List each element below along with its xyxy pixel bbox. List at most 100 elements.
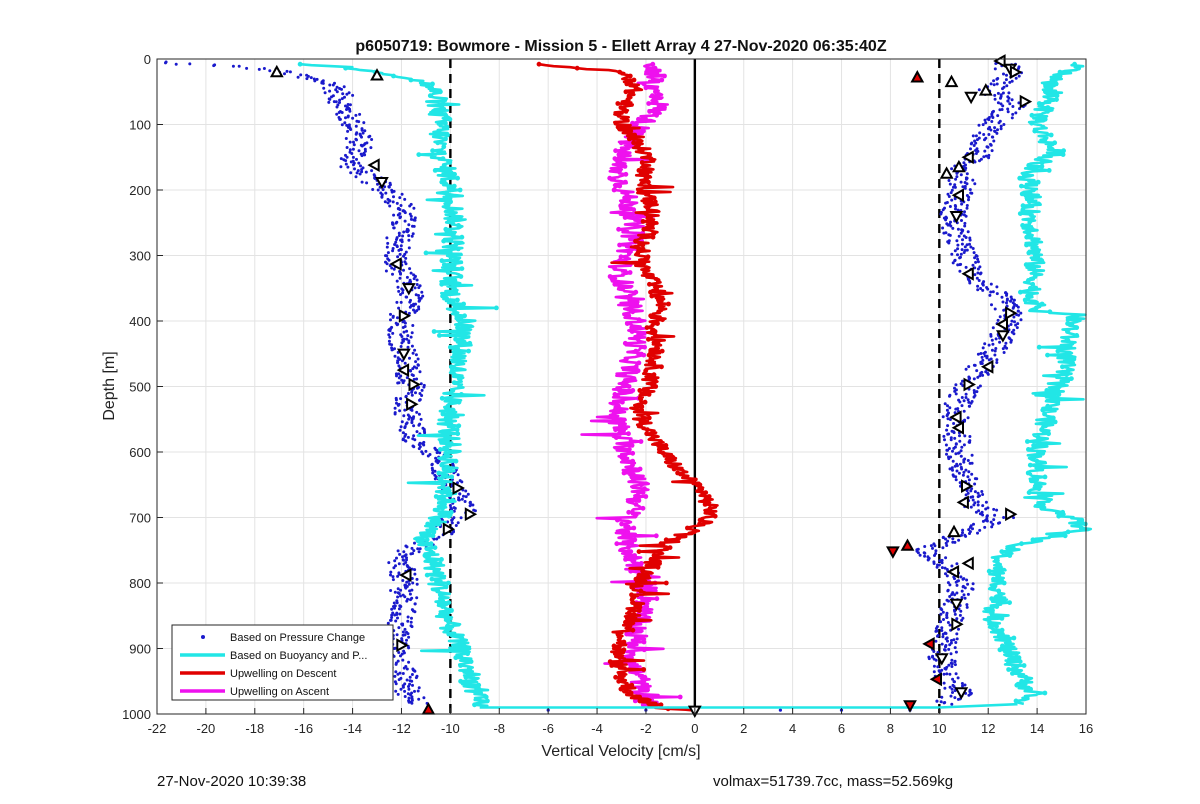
data-point [984, 500, 988, 504]
series-vertex [643, 211, 649, 217]
series-vertex [455, 317, 461, 323]
series-vertex [638, 423, 643, 429]
series-vertex [427, 93, 433, 99]
series-vertex [632, 553, 637, 558]
data-point [400, 341, 404, 345]
data-point [945, 408, 949, 412]
data-point [946, 424, 950, 428]
data-point [972, 363, 976, 367]
data-point [1002, 123, 1006, 126]
data-point [988, 293, 992, 297]
triangle-marker [367, 158, 380, 173]
data-point [958, 434, 961, 438]
data-point [990, 135, 994, 139]
data-point [994, 337, 998, 341]
series-vertex [432, 168, 438, 173]
data-point [435, 537, 439, 541]
series-vertex [641, 352, 647, 358]
data-point [1005, 73, 1008, 77]
series-vertex [459, 360, 464, 366]
data-point [394, 398, 398, 402]
data-point [935, 629, 939, 633]
data-point [395, 245, 399, 249]
series-vertex [1024, 195, 1030, 201]
data-point [953, 183, 957, 187]
series-vertex [1039, 466, 1045, 472]
data-point [1010, 116, 1014, 120]
series-vertex [617, 671, 622, 676]
data-point [958, 613, 962, 617]
data-point [413, 669, 417, 673]
data-point [954, 207, 957, 211]
series-vertex [1010, 545, 1016, 550]
series-vertex [453, 655, 459, 661]
data-point [983, 525, 987, 529]
data-point [954, 392, 958, 396]
data-point [360, 154, 364, 158]
data-point [931, 546, 934, 550]
data-point [413, 286, 417, 290]
data-point [985, 356, 989, 360]
triangle-marker [464, 507, 478, 522]
data-point [390, 343, 394, 347]
data-point [1005, 84, 1009, 88]
series-vertex [607, 659, 613, 664]
triangle-marker [961, 150, 974, 165]
data-point [941, 535, 945, 539]
series-vertex [626, 313, 632, 319]
data-point [409, 335, 413, 339]
data-point [400, 192, 404, 196]
data-point [976, 386, 980, 390]
data-point [994, 347, 998, 350]
data-point [399, 293, 402, 296]
series-vertex [429, 576, 435, 582]
triangle-marker [1005, 507, 1018, 522]
data-point [384, 254, 387, 258]
y-tick-label: 0 [144, 52, 151, 67]
data-point [283, 72, 286, 76]
data-point [1016, 322, 1020, 326]
series-vertex [1057, 73, 1063, 79]
data-point [923, 551, 927, 555]
series-vertex [1069, 340, 1075, 346]
series-vertex [430, 81, 435, 87]
series-vertex [448, 344, 453, 350]
data-point [409, 598, 412, 602]
series-vertex [623, 619, 628, 625]
data-point [953, 185, 957, 189]
data-point [932, 670, 936, 674]
data-point [963, 586, 967, 590]
data-point [385, 262, 389, 266]
series-vertex [658, 439, 663, 444]
series-vertex [435, 588, 441, 594]
data-point [417, 299, 421, 303]
data-point [395, 323, 399, 327]
data-point [345, 108, 348, 111]
series-vertex [999, 549, 1005, 554]
data-point [410, 344, 414, 348]
data-point [406, 615, 410, 619]
series-vertex [637, 608, 642, 613]
data-point [396, 316, 399, 320]
data-point [408, 305, 412, 309]
series-vertex [1047, 309, 1053, 315]
data-point [974, 141, 978, 145]
series-vertex [994, 623, 999, 629]
series-vertex [1000, 643, 1005, 649]
triangle-marker [396, 348, 411, 361]
data-point [953, 646, 957, 650]
series-vertex [656, 297, 661, 303]
data-point [354, 175, 358, 179]
series-vertex [452, 372, 457, 378]
series-vertex [619, 521, 624, 527]
data-point [407, 582, 411, 586]
series-vertex [636, 168, 642, 173]
data-point [971, 247, 975, 250]
data-point [966, 491, 970, 495]
data-point [355, 171, 359, 175]
series-vertex [628, 643, 633, 649]
data-point [960, 404, 964, 408]
data-point [356, 169, 360, 173]
series-vertex [636, 333, 641, 338]
data-point [417, 412, 421, 416]
